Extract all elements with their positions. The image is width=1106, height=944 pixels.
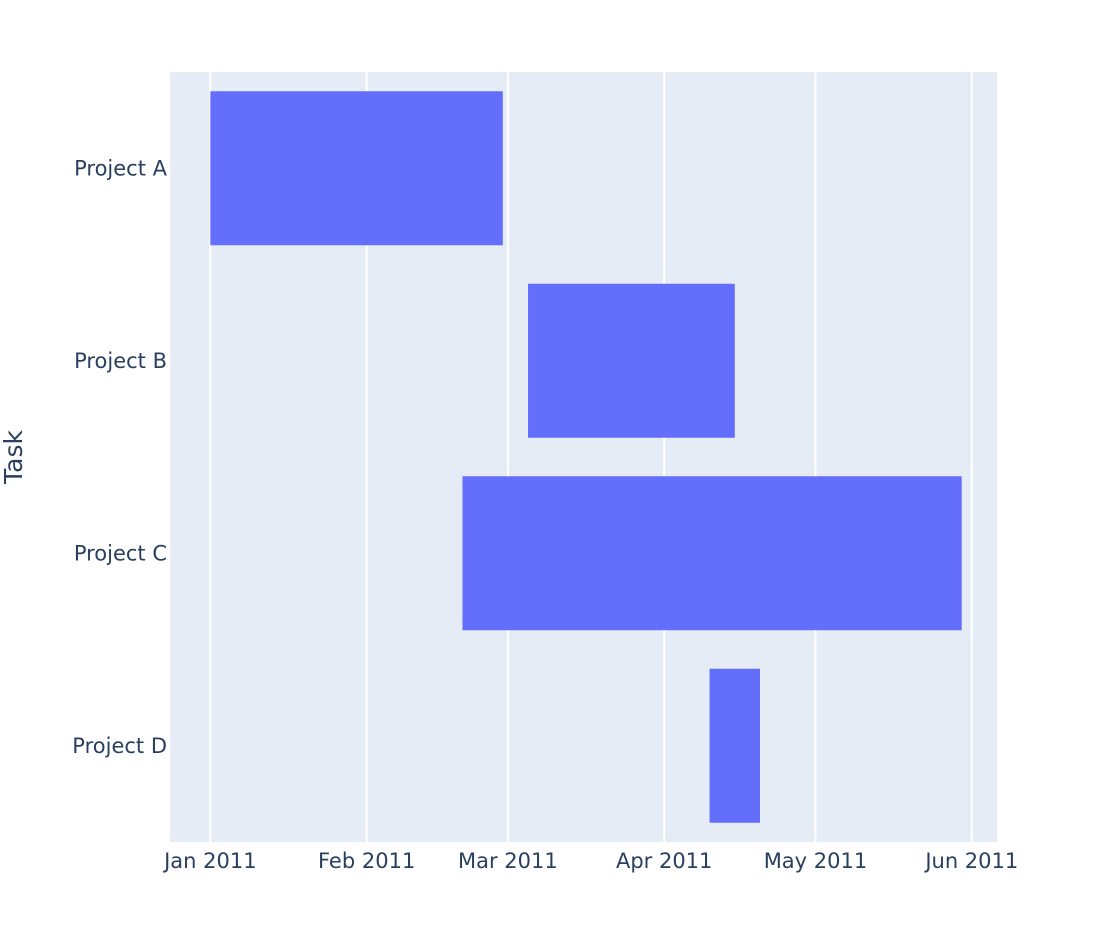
x-tick-label: Jun 2011 <box>923 849 1018 873</box>
y-axis-ticks: Project A Project B Project C Project D <box>72 156 167 758</box>
task-bar[interactable] <box>528 283 735 438</box>
x-tick-label: May 2011 <box>764 849 868 873</box>
task-bars <box>210 91 962 823</box>
task-bar[interactable] <box>709 668 760 823</box>
x-axis-ticks: Jan 2011 Feb 2011 Mar 2011 Apr 2011 May 2011… <box>162 849 1018 873</box>
task-bar[interactable] <box>462 476 962 631</box>
x-tick-label: Mar 2011 <box>458 849 558 873</box>
y-axis-title: Task <box>0 430 28 485</box>
x-tick-label: Apr 2011 <box>616 849 712 873</box>
x-tick-label: Feb 2011 <box>318 849 415 873</box>
y-tick-label: Project C <box>74 541 167 565</box>
task-bar[interactable] <box>210 91 503 246</box>
y-tick-label: Project B <box>74 349 167 373</box>
y-tick-label: Project A <box>74 156 168 180</box>
y-tick-label: Project D <box>72 734 167 758</box>
x-tick-label: Jan 2011 <box>162 849 257 873</box>
